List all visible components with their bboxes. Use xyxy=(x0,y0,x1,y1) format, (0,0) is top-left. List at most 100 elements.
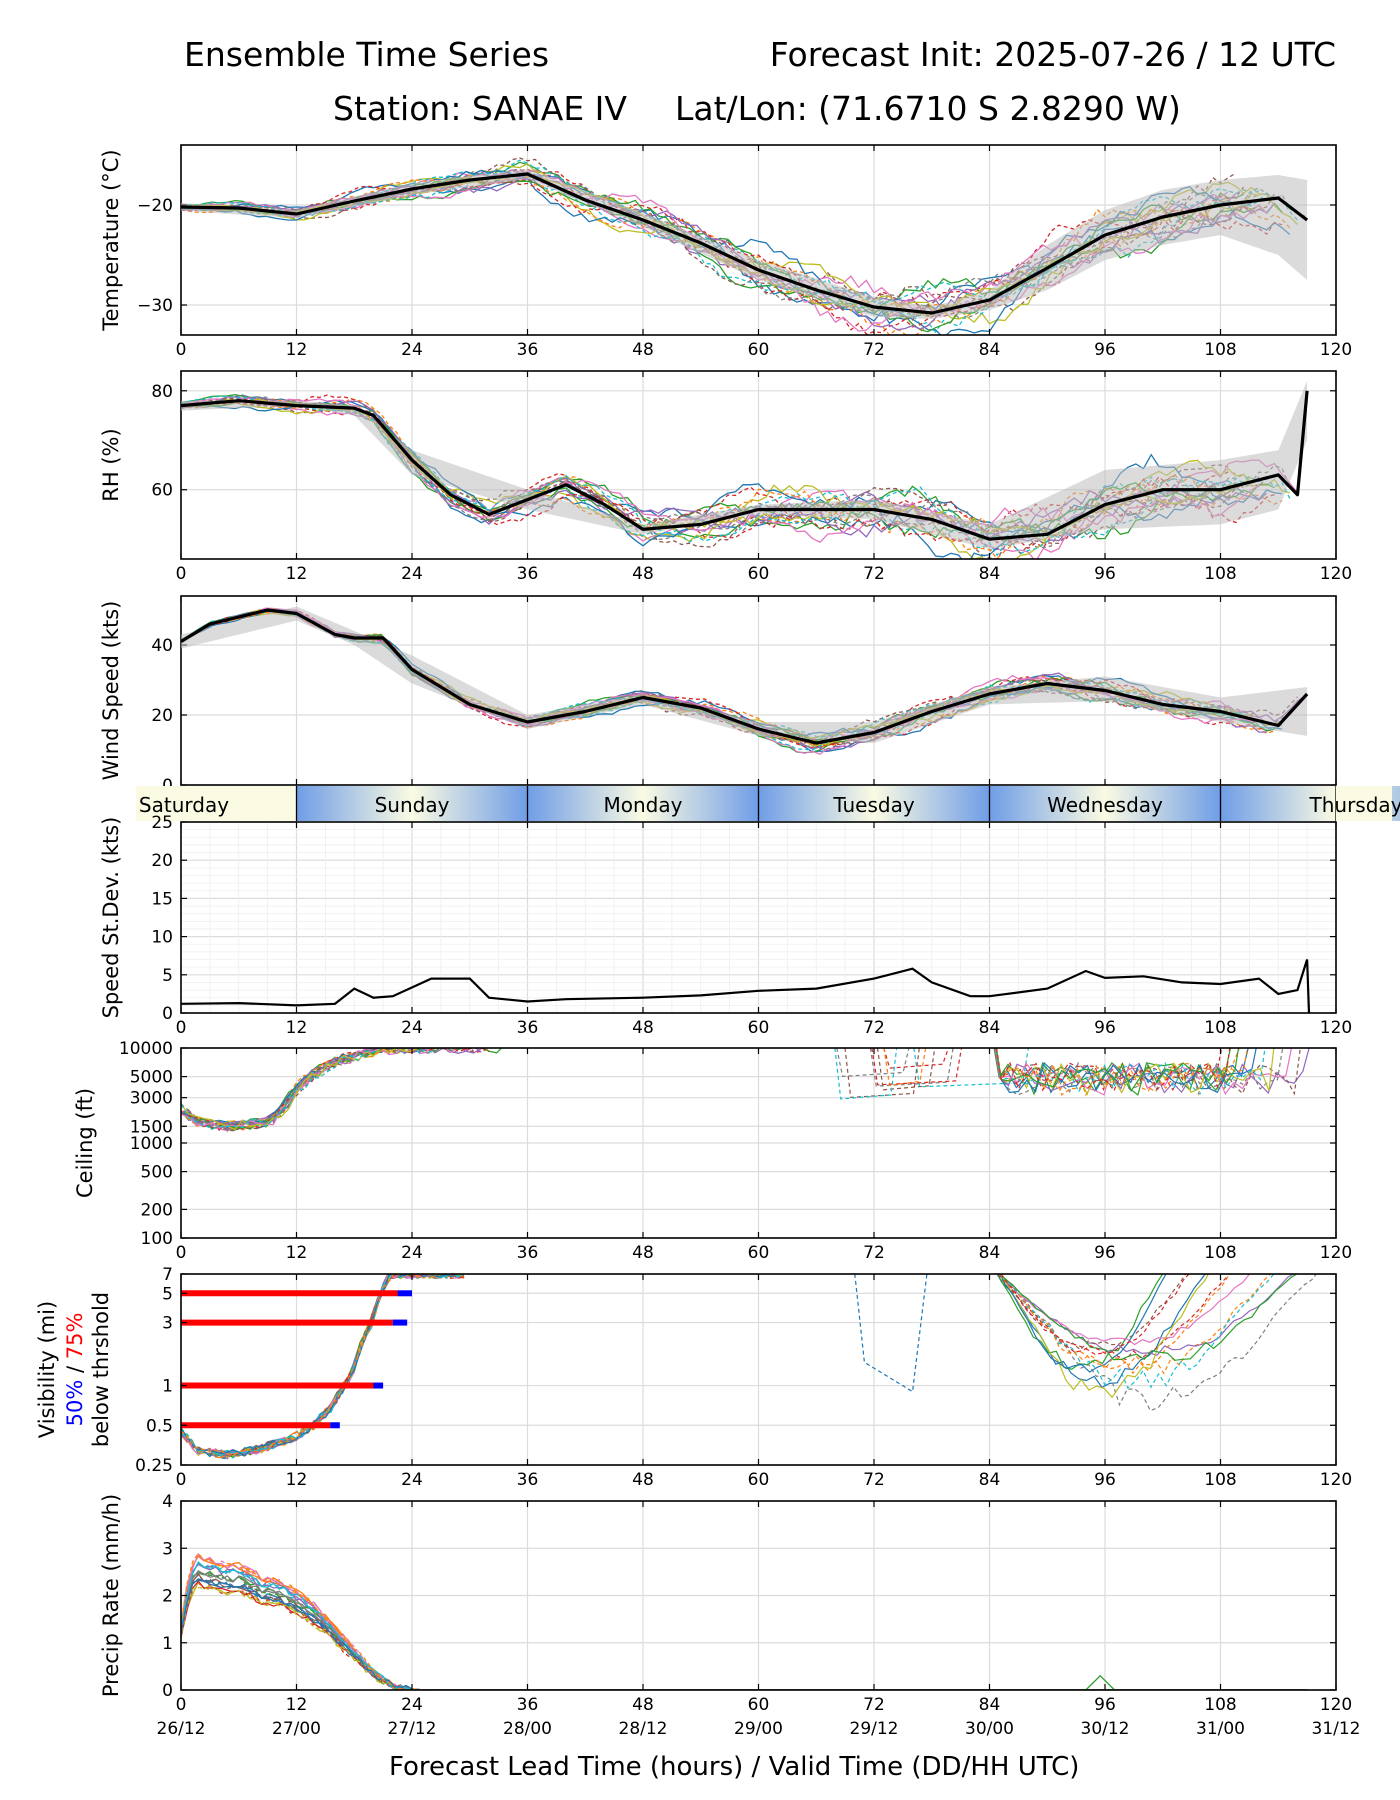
x-tick-label: 48 xyxy=(632,1470,654,1490)
y-tick-label: 7 xyxy=(162,1265,173,1285)
y-tick-label: 200 xyxy=(141,1200,173,1220)
ensemble-member-line xyxy=(999,1274,1167,1373)
y-tick-label: 25 xyxy=(151,813,173,833)
x-tick-label: 36 xyxy=(517,1243,539,1263)
ensemble-spread-band xyxy=(181,380,1308,550)
ensemble-member-line xyxy=(995,1048,1275,1096)
ensemble-member-line xyxy=(181,1274,454,1458)
ensemble-member-line xyxy=(181,1048,459,1133)
ensemble-member-line xyxy=(883,1048,927,1086)
x-tick-label: 120 xyxy=(1320,1470,1352,1490)
ensemble-member-line xyxy=(844,1048,920,1099)
x-tick-label: 108 xyxy=(1204,1470,1236,1490)
y-tick-label: 5000 xyxy=(130,1068,173,1088)
ensemble-member-line xyxy=(999,1274,1210,1399)
x-tick-label: 24 xyxy=(401,1243,423,1263)
ensemble-member-line xyxy=(998,1274,1317,1412)
x-tick-label: 108 xyxy=(1204,340,1236,360)
station-name: Station: SANAE IV xyxy=(333,89,627,128)
member-lines xyxy=(181,1274,1317,1460)
ensemble-member-line xyxy=(181,1571,1308,1690)
ensemble-member-line xyxy=(181,1048,430,1130)
y-axis-label: Temperature (°C) xyxy=(99,149,123,331)
x-tick-label: 72 xyxy=(863,1018,885,1038)
ensemble-mean-line xyxy=(181,172,1309,315)
ensemble-member-line xyxy=(181,1274,465,1459)
x-tick-label: 24 xyxy=(401,340,423,360)
y-axis-label: Speed St.Dev. (kts) xyxy=(99,817,123,1019)
x-tick-label: 108 xyxy=(1204,1695,1236,1715)
x-tick-label: 120 xyxy=(1320,564,1352,584)
x-tick-label: 48 xyxy=(632,564,654,584)
y-tick-label: 10000 xyxy=(119,1039,173,1059)
y-tick-label: 4 xyxy=(162,1492,173,1512)
ensemble-member-line xyxy=(181,1048,462,1132)
x-tick-label: 72 xyxy=(863,1470,885,1490)
ensemble-mean-line xyxy=(181,390,1309,541)
y-tick-label: 20 xyxy=(151,706,173,726)
x-tick-label: 36 xyxy=(517,340,539,360)
x-tick-label: 84 xyxy=(979,1695,1001,1715)
x-tick-label: 96 xyxy=(1094,1243,1116,1263)
ensemble-member-line xyxy=(181,1563,1308,1690)
ensemble-member-line xyxy=(997,1274,1229,1361)
y-tick-label: 60 xyxy=(151,481,173,501)
x-tick-label: 120 xyxy=(1320,1018,1352,1038)
y-tick-label: 3 xyxy=(162,1314,173,1334)
x-tick-label: 96 xyxy=(1094,340,1116,360)
day-segment xyxy=(296,786,528,821)
ensemble-member-line xyxy=(995,1048,1266,1096)
valid-time-label: 29/12 xyxy=(850,1719,899,1739)
forecast-init: Forecast Init: 2025-07-26 / 12 UTC xyxy=(769,35,1336,74)
valid-time-label: 30/00 xyxy=(965,1719,1014,1739)
valid-time-label: 29/00 xyxy=(734,1719,783,1739)
y-tick-label: 1 xyxy=(162,1634,173,1654)
y-tick-label: 10 xyxy=(151,928,173,948)
y-tick-label: 5 xyxy=(162,1284,173,1304)
ensemble-member-line xyxy=(181,1580,1308,1690)
y-tick-label: 1000 xyxy=(130,1134,173,1154)
ensemble-member-line xyxy=(181,1048,475,1132)
y-tick-label: 15 xyxy=(151,889,173,909)
valid-time-label: 28/00 xyxy=(503,1719,552,1739)
ensemble-member-line xyxy=(181,1578,1308,1690)
x-tick-label: 96 xyxy=(1094,1695,1116,1715)
day-label-saturday: Saturday xyxy=(139,793,229,817)
x-tick-label: 84 xyxy=(979,1243,1001,1263)
ensemble-member-line xyxy=(181,1274,462,1459)
x-tick-label: 12 xyxy=(286,1695,308,1715)
day-segment xyxy=(1336,786,1392,821)
ensemble-member-line xyxy=(181,1048,436,1129)
x-tick-label: 12 xyxy=(286,1018,308,1038)
ensemble-member-line xyxy=(854,1274,928,1393)
ensemble-member-line xyxy=(181,1048,482,1131)
ensemble-member-line xyxy=(181,1553,1308,1690)
x-tick-label: 0 xyxy=(176,1695,187,1715)
ensemble-member-line xyxy=(181,1048,458,1129)
x-tick-label: 120 xyxy=(1320,340,1352,360)
x-tick-label: 12 xyxy=(286,564,308,584)
day-label-sunday: Sunday xyxy=(375,793,450,817)
ensemble-member-line xyxy=(998,1274,1187,1351)
ensemble-member-line xyxy=(181,1048,482,1127)
y-axis-label: Wind Speed (kts) xyxy=(99,601,123,781)
ensemble-member-line xyxy=(999,1274,1232,1370)
member-lines xyxy=(181,1048,1310,1133)
ensemble-member-line xyxy=(181,1274,465,1459)
ensemble-member-line xyxy=(181,1554,1308,1690)
mean-group xyxy=(181,169,1309,319)
x-tick-label: 36 xyxy=(517,1695,539,1715)
x-tick-label: 24 xyxy=(401,1470,423,1490)
y-tick-label: 20 xyxy=(151,851,173,871)
ensemble-member-line xyxy=(993,1048,1232,1096)
stdev-line xyxy=(181,959,1311,1013)
x-tick-label: 36 xyxy=(517,564,539,584)
member-lines xyxy=(181,1552,1308,1690)
ensemble-member-line xyxy=(995,1048,1248,1096)
ensemble-member-line xyxy=(181,1274,465,1460)
valid-time-label: 28/12 xyxy=(619,1719,668,1739)
ensemble-member-line xyxy=(181,1048,439,1130)
ensemble-member-line xyxy=(181,1581,1308,1690)
day-segment xyxy=(758,786,990,821)
vis-sep: / xyxy=(63,1359,87,1379)
